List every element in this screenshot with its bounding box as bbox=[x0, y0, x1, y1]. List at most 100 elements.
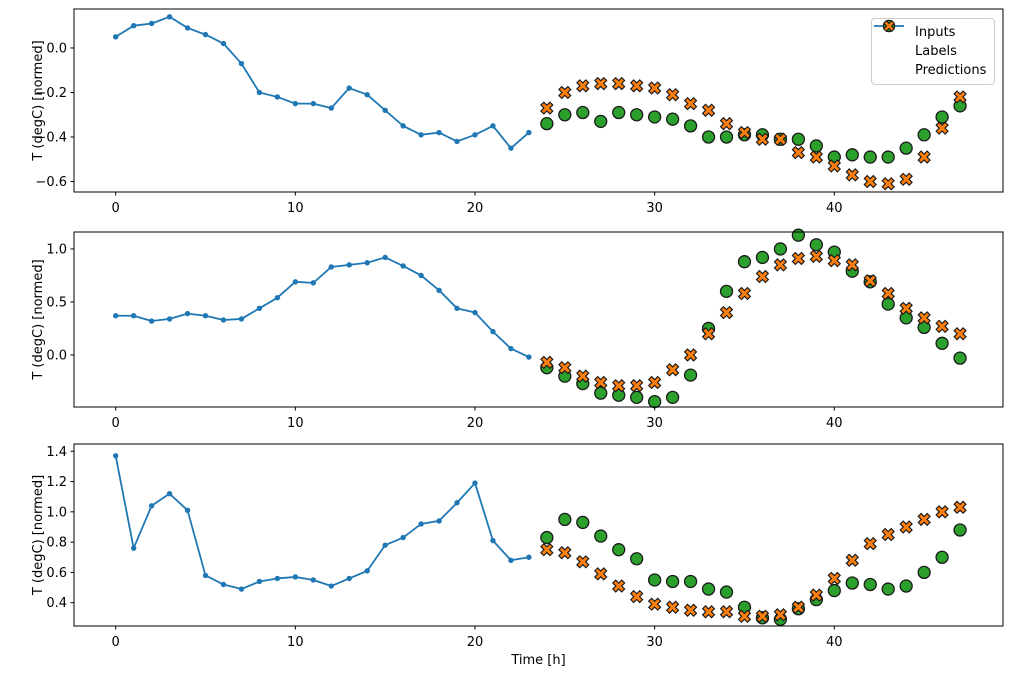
predictions-point bbox=[629, 589, 644, 604]
predictions-point bbox=[540, 542, 554, 557]
legend-item-predictions[interactable]: Predictions bbox=[879, 20, 988, 80]
x-tick-label: 0 bbox=[112, 635, 120, 650]
y-tick-label: 0.6 bbox=[46, 566, 67, 581]
predictions-point bbox=[683, 348, 698, 362]
inputs-point bbox=[310, 280, 317, 286]
labels-point bbox=[935, 336, 949, 350]
labels-point bbox=[630, 552, 644, 566]
predictions-point bbox=[576, 555, 590, 569]
inputs-point bbox=[526, 554, 532, 560]
predictions-point bbox=[935, 505, 949, 519]
predictions-point bbox=[665, 600, 680, 614]
y-axis-label: T (degC) [normed] bbox=[31, 40, 46, 161]
predictions-point bbox=[899, 520, 913, 534]
legend-label-predictions: Predictions bbox=[915, 62, 987, 78]
labels-point bbox=[935, 550, 949, 564]
labels-point bbox=[917, 128, 931, 142]
predictions-point bbox=[863, 536, 877, 551]
labels-point bbox=[612, 105, 626, 120]
legend-item-labels[interactable]: Labels bbox=[879, 19, 988, 61]
y-tick-label: −0.6 bbox=[35, 175, 67, 190]
inputs-point bbox=[328, 264, 334, 270]
labels-point bbox=[719, 130, 734, 144]
inputs-point bbox=[130, 313, 137, 319]
inputs-point bbox=[274, 295, 281, 301]
labels-point bbox=[701, 582, 716, 596]
labels-point bbox=[594, 529, 608, 543]
predictions-point bbox=[719, 305, 734, 320]
labels-point bbox=[863, 577, 877, 592]
inputs-point bbox=[166, 490, 173, 497]
predictions-point bbox=[935, 319, 949, 334]
predictions-point bbox=[611, 378, 626, 393]
subplot-2: 0 10 20 30 40 0.0 0.5 1.0T (degC) [normed] bbox=[31, 228, 1004, 431]
labels-point bbox=[647, 394, 662, 409]
inputs-point bbox=[256, 305, 263, 312]
inputs-point bbox=[292, 279, 299, 285]
inputs-point bbox=[274, 575, 281, 582]
inputs-point bbox=[328, 583, 334, 589]
predictions-point bbox=[701, 327, 716, 341]
predictions-point bbox=[755, 269, 770, 284]
predictions-point bbox=[845, 258, 860, 272]
predictions-point bbox=[647, 81, 662, 95]
labels-point bbox=[809, 238, 823, 252]
predictions-point bbox=[881, 527, 895, 542]
predictions-point bbox=[773, 258, 788, 272]
x-tick-label: 10 bbox=[287, 635, 304, 650]
predictions-point bbox=[665, 363, 680, 377]
predictions-point bbox=[576, 369, 590, 383]
predictions-point bbox=[917, 150, 931, 164]
y-tick-label: 0.4 bbox=[46, 596, 67, 611]
labels-point bbox=[540, 530, 554, 545]
y-tick-label: −0.2 bbox=[35, 86, 67, 101]
inputs-point bbox=[220, 317, 227, 323]
x-tick-label: 40 bbox=[826, 201, 843, 216]
predictions-point bbox=[863, 274, 877, 288]
predictions-point bbox=[629, 79, 644, 93]
labels-point bbox=[701, 130, 716, 144]
inputs-point bbox=[418, 132, 424, 138]
labels-point bbox=[755, 250, 770, 265]
subplot-3: 0 10 20 30 40 0.4 0.6 0.8 1.0 1.2 1.4T (degC) [nor… bbox=[31, 443, 1004, 668]
labels-point bbox=[683, 119, 698, 133]
inputs-point bbox=[400, 534, 406, 541]
inputs-point bbox=[346, 262, 352, 268]
predictions-point bbox=[755, 609, 770, 624]
predictions-point bbox=[594, 567, 608, 581]
legend: Inputs Labels Predictions bbox=[871, 18, 995, 85]
predictions-point bbox=[827, 159, 842, 173]
inputs-point bbox=[166, 316, 173, 322]
predictions-point bbox=[755, 132, 770, 146]
predictions-point bbox=[773, 132, 788, 146]
inputs-point bbox=[346, 575, 352, 582]
inputs-point bbox=[508, 145, 514, 151]
inputs-point bbox=[364, 260, 370, 266]
labels-point bbox=[594, 386, 608, 400]
inputs-point bbox=[238, 60, 245, 67]
predictions-point bbox=[719, 116, 734, 131]
inputs-line bbox=[114, 455, 530, 590]
inputs-point bbox=[166, 14, 173, 20]
axes-frame bbox=[73, 443, 1004, 627]
x-tick-label: 0 bbox=[112, 201, 120, 216]
labels-point bbox=[899, 141, 913, 155]
y-tick-label: 0.0 bbox=[46, 41, 67, 56]
inputs-point bbox=[472, 309, 478, 316]
predictions-point bbox=[719, 605, 734, 619]
predictions-point bbox=[845, 553, 860, 568]
x-tick-label: 20 bbox=[467, 635, 484, 650]
y-axis-label: T (degC) [normed] bbox=[31, 475, 46, 596]
labels-circle-icon bbox=[879, 19, 915, 59]
x-axis-label: Time [h] bbox=[510, 653, 565, 668]
inputs-point bbox=[490, 328, 496, 335]
predictions-point bbox=[917, 311, 931, 325]
inputs-point bbox=[184, 507, 191, 514]
axes-frame bbox=[73, 231, 1004, 408]
inputs-point bbox=[364, 92, 370, 98]
predictions-point bbox=[953, 327, 967, 341]
predictions-point bbox=[576, 79, 590, 93]
inputs-point bbox=[130, 22, 137, 29]
inputs-point bbox=[220, 40, 227, 47]
